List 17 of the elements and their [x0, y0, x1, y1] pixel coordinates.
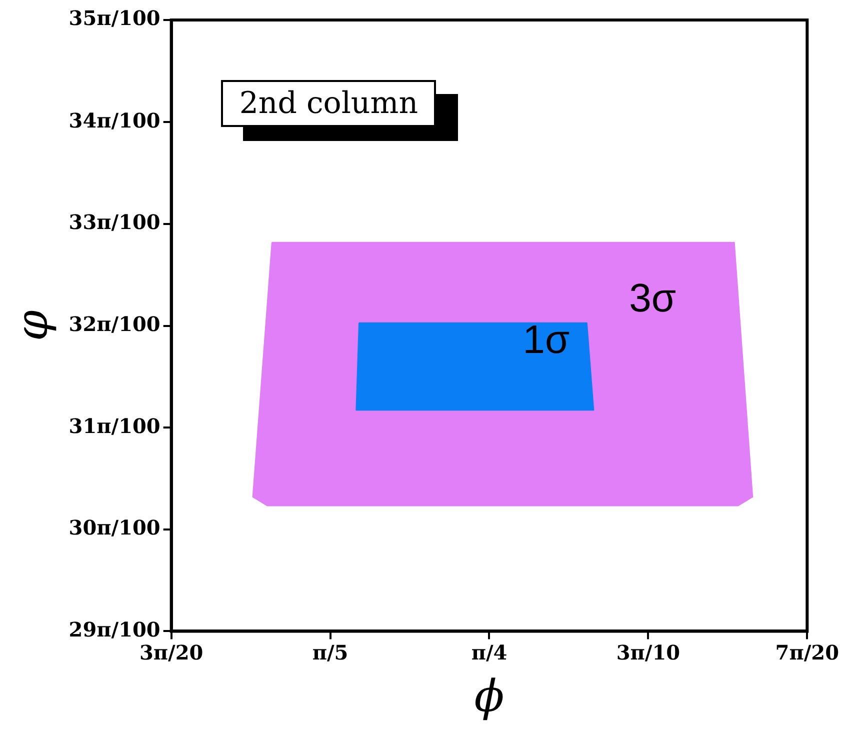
- x-tick-label: 3π/10: [616, 640, 680, 664]
- series-label: 3σ: [629, 276, 676, 320]
- x-tick-label: π/5: [312, 640, 348, 664]
- y-tick-label: 31π/100: [68, 414, 160, 438]
- y-tick-label: 30π/100: [68, 516, 160, 540]
- y-axis-title: φ: [6, 310, 58, 342]
- x-axis-title: ϕ: [474, 671, 504, 722]
- y-tick-label: 34π/100: [68, 108, 160, 132]
- x-tick-label: 3π/20: [139, 640, 204, 664]
- y-tick-label: 35π/100: [68, 6, 160, 30]
- x-tick-label: π/4: [471, 640, 508, 664]
- x-tick-label: 7π/20: [775, 640, 840, 664]
- series-label: 1σ: [522, 318, 570, 362]
- y-tick-label: 29π/100: [68, 617, 160, 642]
- y-tick-label: 32π/100: [68, 312, 160, 336]
- y-tick-label: 33π/100: [68, 210, 160, 234]
- annotation: 2nd column: [221, 80, 436, 127]
